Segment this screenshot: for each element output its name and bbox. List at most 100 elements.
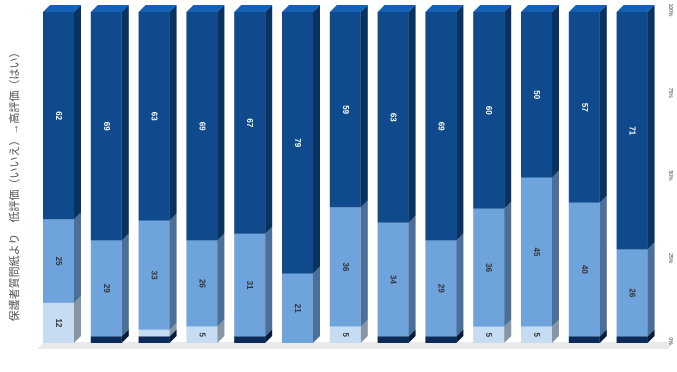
bar-top-face bbox=[234, 5, 273, 12]
bar-top-face bbox=[521, 5, 559, 12]
bar-segment-side bbox=[408, 5, 416, 223]
bar-segment bbox=[425, 336, 457, 343]
bar-segment bbox=[473, 326, 505, 343]
data-label: 26 bbox=[628, 288, 637, 297]
bar-top-face bbox=[186, 5, 225, 12]
bar-segment bbox=[521, 326, 552, 343]
bar-segment bbox=[138, 336, 170, 343]
bar-segment-side bbox=[169, 322, 177, 337]
bar-segment-side bbox=[552, 170, 559, 327]
bar-segment-side bbox=[504, 201, 512, 327]
bar-segment-side bbox=[360, 5, 368, 208]
bar-segment bbox=[329, 12, 361, 208]
bar-segment bbox=[377, 222, 409, 337]
data-label: 29 bbox=[436, 284, 445, 293]
data-label: 33 bbox=[150, 271, 159, 280]
bar-segment bbox=[234, 12, 266, 234]
bar-segment bbox=[138, 220, 170, 330]
bar-segment-side bbox=[265, 329, 273, 343]
bar-segment bbox=[473, 208, 505, 327]
bar-segment bbox=[90, 336, 122, 343]
bar-segment bbox=[234, 336, 266, 343]
y-tick-label: 0% bbox=[667, 337, 673, 345]
data-label: 5 bbox=[532, 332, 541, 337]
bar-segment bbox=[43, 302, 74, 343]
bar-segment-side bbox=[217, 233, 225, 327]
data-label: 59 bbox=[341, 105, 350, 114]
bar-segment-side bbox=[217, 319, 225, 343]
data-label: 60 bbox=[484, 106, 493, 115]
bar-segment-side bbox=[121, 233, 129, 337]
data-label: 63 bbox=[389, 113, 398, 122]
bar-segment-side bbox=[647, 5, 655, 250]
data-label: 67 bbox=[245, 118, 254, 127]
bar-segment-side bbox=[599, 329, 607, 343]
bar-segment-side bbox=[456, 5, 464, 241]
bar-segment bbox=[186, 326, 218, 343]
bar-segment-side bbox=[121, 329, 129, 343]
bar-segment-side bbox=[599, 5, 607, 203]
y-tick-label: 25% bbox=[667, 253, 673, 264]
bar-top-face bbox=[43, 5, 81, 12]
bar-segment bbox=[616, 336, 648, 343]
bar-segment-side bbox=[74, 295, 81, 343]
y-axis-label: 保護者質問紙より 低評価（いいえ）→高評価（はい） bbox=[9, 46, 21, 321]
bar-segment-side bbox=[217, 5, 225, 241]
bar-segment bbox=[282, 273, 313, 343]
bar-segment bbox=[568, 12, 600, 203]
bar-segment-side bbox=[647, 242, 655, 337]
data-label: 5 bbox=[197, 332, 206, 337]
data-label: 21 bbox=[293, 304, 302, 313]
y-tick-label: 100% bbox=[667, 4, 673, 17]
bar-top-face bbox=[377, 5, 416, 12]
y-tick-label: 50% bbox=[667, 170, 673, 181]
data-label: 40 bbox=[580, 265, 589, 274]
data-label: 12 bbox=[54, 318, 63, 327]
bar-segment-side bbox=[456, 233, 464, 337]
bar-segment bbox=[186, 240, 218, 327]
data-label: 63 bbox=[150, 112, 159, 121]
data-label: 50 bbox=[532, 90, 541, 99]
data-label: 25 bbox=[54, 257, 63, 266]
data-label: 36 bbox=[341, 262, 350, 271]
data-label: 26 bbox=[197, 279, 206, 288]
bar-segment bbox=[521, 177, 552, 327]
data-label: 31 bbox=[245, 281, 254, 290]
data-label: 34 bbox=[389, 275, 398, 284]
bar-segment-side bbox=[169, 5, 177, 221]
bar-segment bbox=[521, 12, 552, 178]
bar-segment bbox=[568, 336, 600, 343]
bar-segment-side bbox=[74, 212, 81, 303]
chart-floor bbox=[37, 342, 675, 349]
bar-segment bbox=[616, 249, 648, 337]
bar-segment-side bbox=[552, 5, 559, 178]
bar-segment-side bbox=[74, 5, 81, 220]
data-label: 69 bbox=[102, 122, 111, 131]
bar-top-face bbox=[425, 5, 464, 12]
bar-top-face bbox=[568, 5, 607, 12]
bar-segment bbox=[425, 240, 457, 337]
bar-segment-side bbox=[408, 215, 416, 337]
data-label: 45 bbox=[532, 248, 541, 257]
data-label: 62 bbox=[54, 111, 63, 120]
bar-segment-side bbox=[169, 329, 177, 343]
data-label: 5 bbox=[341, 332, 350, 337]
bar-segment bbox=[138, 329, 170, 337]
bar-segment bbox=[43, 219, 74, 303]
bar-segment bbox=[234, 233, 266, 337]
bar-segment bbox=[138, 12, 170, 221]
bar-segment-side bbox=[552, 319, 559, 343]
bar-segment bbox=[568, 202, 600, 337]
bar-segment bbox=[329, 207, 361, 327]
bar-segment-side bbox=[647, 329, 655, 343]
data-label: 57 bbox=[580, 103, 589, 112]
bar-segment-side bbox=[504, 5, 512, 209]
data-label: 79 bbox=[293, 138, 302, 147]
bar-segment bbox=[282, 12, 313, 274]
bar-segment bbox=[616, 12, 648, 250]
bar-segment-side bbox=[265, 226, 273, 337]
bar-segment-side bbox=[408, 329, 416, 343]
bar-segment bbox=[473, 12, 505, 209]
